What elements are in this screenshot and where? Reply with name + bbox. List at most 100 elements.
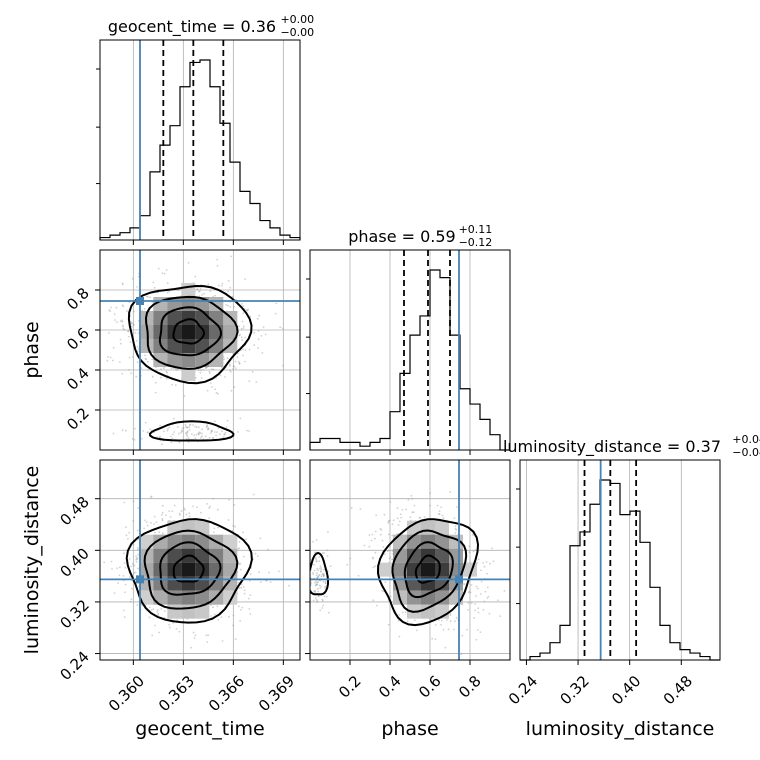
sample-point xyxy=(194,376,197,379)
sample-point xyxy=(436,504,439,507)
sample-point xyxy=(248,608,251,610)
sample-point xyxy=(206,424,209,426)
sample-point xyxy=(329,565,332,568)
sample-point xyxy=(227,519,230,521)
sample-point xyxy=(137,332,140,335)
sample-point xyxy=(479,593,482,595)
density-layer xyxy=(100,460,300,660)
sample-point xyxy=(103,561,106,564)
sample-point xyxy=(206,641,209,643)
sample-point xyxy=(178,630,181,633)
sample-point xyxy=(238,563,240,566)
sample-point xyxy=(171,510,174,513)
sample-point xyxy=(483,600,486,603)
sample-point xyxy=(207,283,210,286)
sample-point xyxy=(222,436,225,438)
sample-point xyxy=(197,426,200,429)
sample-point xyxy=(188,429,191,431)
contour-line xyxy=(125,518,253,624)
sample-point xyxy=(323,568,325,571)
sample-point xyxy=(161,272,164,275)
sample-point xyxy=(140,367,143,370)
sample-point xyxy=(134,571,137,574)
panel-title-phase: phase = 0.59 +0.11−0.12 xyxy=(348,223,492,249)
density-cell xyxy=(435,520,449,535)
sample-point xyxy=(147,295,149,298)
sample-point xyxy=(209,505,211,508)
sample-point xyxy=(160,368,163,370)
sample-point xyxy=(221,430,223,433)
sample-point xyxy=(165,269,168,271)
sample-point xyxy=(213,431,216,433)
sample-point xyxy=(453,517,456,519)
sample-point xyxy=(216,264,219,267)
sample-point xyxy=(215,377,218,379)
sample-point xyxy=(233,504,236,506)
sample-point xyxy=(161,443,164,446)
density-cell xyxy=(223,534,238,549)
sample-point xyxy=(170,441,173,444)
density-cell xyxy=(195,590,210,605)
sample-point xyxy=(194,425,196,428)
axis-labels: geocent_time phase luminosity_distance p… xyxy=(21,321,714,740)
sample-point xyxy=(60,343,62,345)
sample-point xyxy=(171,437,174,440)
sample-point xyxy=(219,374,222,377)
truth-marker xyxy=(455,575,463,584)
density-cell xyxy=(209,353,224,367)
sample-point xyxy=(240,586,243,589)
sample-point xyxy=(194,437,197,440)
sample-point xyxy=(145,358,148,361)
density-cell xyxy=(153,590,168,605)
density-cell xyxy=(181,325,196,339)
sample-point xyxy=(475,595,477,597)
sample-point xyxy=(315,580,317,583)
sample-point xyxy=(318,560,321,562)
sample-point xyxy=(175,628,178,630)
sample-point xyxy=(201,294,203,296)
sample-point xyxy=(391,534,394,537)
sample-point xyxy=(202,369,205,371)
sample-point xyxy=(209,290,212,293)
sample-point xyxy=(204,367,207,369)
sample-point xyxy=(258,571,261,574)
sample-point xyxy=(111,359,114,362)
sample-point xyxy=(114,319,116,321)
sample-point xyxy=(129,320,132,323)
sample-point xyxy=(129,600,132,603)
sample-point xyxy=(379,527,382,530)
sample-point xyxy=(128,558,131,560)
sample-point xyxy=(136,286,139,288)
sample-point xyxy=(318,574,320,577)
sample-point xyxy=(244,349,247,352)
density-cell xyxy=(195,325,210,339)
sample-point xyxy=(317,581,319,583)
sample-point xyxy=(234,367,237,370)
sample-point xyxy=(257,347,259,349)
sample-point xyxy=(137,567,139,570)
density-layer xyxy=(310,460,510,660)
sample-point xyxy=(440,506,443,509)
sample-point xyxy=(106,359,109,362)
sample-point xyxy=(157,614,160,616)
sample-point xyxy=(454,525,457,528)
sample-point xyxy=(440,620,443,622)
density-cell xyxy=(181,339,196,353)
sample-point xyxy=(397,619,400,622)
sample-point xyxy=(163,430,165,433)
sample-point xyxy=(118,574,121,577)
density-cell xyxy=(223,325,238,339)
sample-point xyxy=(240,568,242,571)
sample-point xyxy=(178,441,181,444)
sample-point xyxy=(322,580,325,583)
sample-point xyxy=(243,589,246,592)
contour-line xyxy=(172,554,205,583)
sample-point xyxy=(154,531,156,534)
sample-point xyxy=(137,547,139,549)
sample-point xyxy=(116,567,118,570)
sample-point xyxy=(130,598,133,601)
sample-point xyxy=(185,513,188,516)
y-tick-label: 0.32 xyxy=(56,596,92,632)
sample-point xyxy=(123,552,125,555)
sample-point xyxy=(225,426,228,428)
